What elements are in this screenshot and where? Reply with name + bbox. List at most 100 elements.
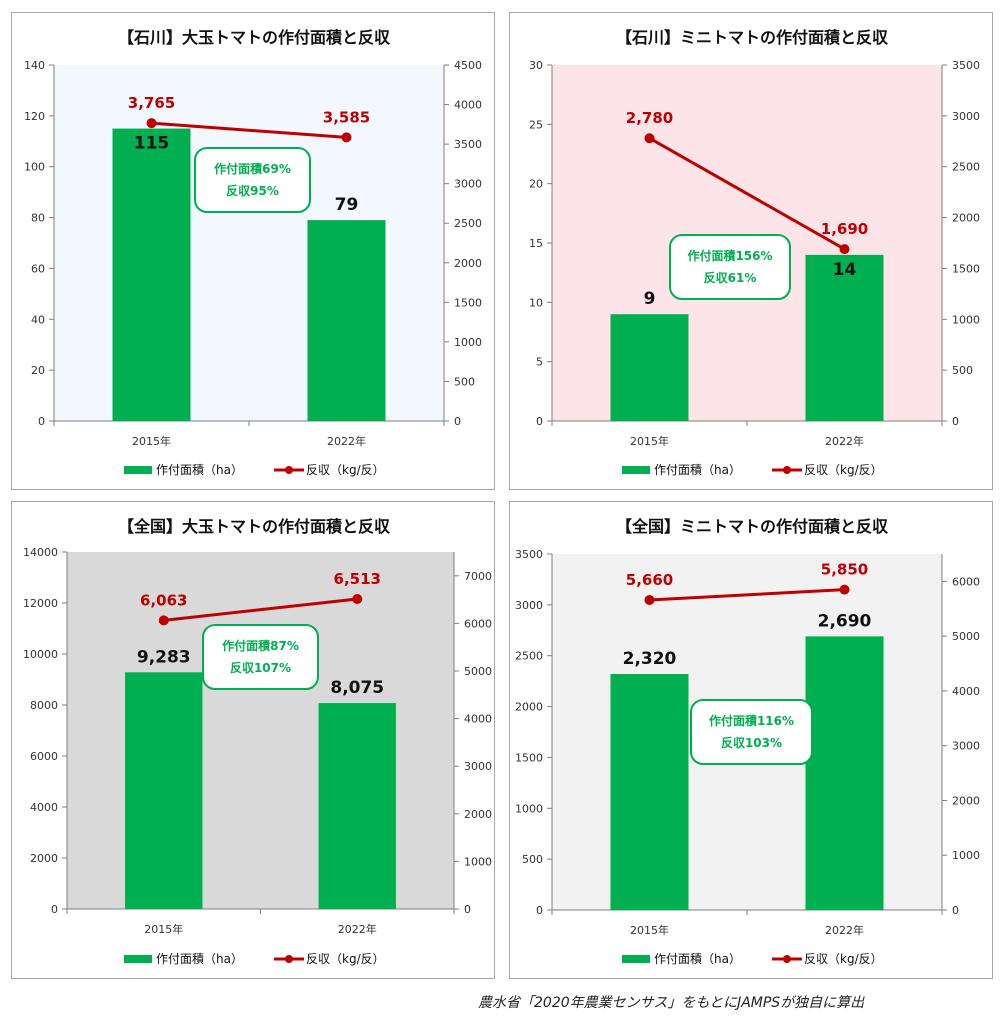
left-tick-label: 4000: [30, 801, 58, 814]
callout-line: 作付面積87%: [222, 638, 299, 653]
left-tick-label: 12000: [23, 597, 58, 610]
legend-line-marker: [783, 466, 791, 474]
x-category-label: 2022年: [825, 923, 864, 937]
right-tick-label: 6000: [464, 617, 492, 630]
left-tick-label: 40: [31, 313, 45, 326]
x-category-label: 2015年: [630, 434, 669, 448]
yield-point-2015年: [644, 595, 655, 606]
callout-line: 作付面積156%: [687, 248, 772, 263]
left-tick-label: 120: [24, 110, 45, 123]
left-tick-label: 500: [522, 853, 543, 866]
bar-value-label: 2,690: [818, 611, 872, 631]
source-note: 農水省「2020年農業センサス」をもとにJAMPSが独自に算出: [478, 995, 865, 1011]
right-tick-label: 1000: [952, 313, 980, 326]
right-tick-label: 3000: [454, 178, 482, 191]
right-tick-label: 2000: [454, 257, 482, 270]
yield-point-2022年: [839, 244, 850, 255]
bar-value-label: 9: [644, 289, 656, 309]
yield-point-2015年: [158, 615, 169, 626]
yield-value-label: 3,585: [323, 108, 370, 126]
right-tick-label: 5000: [464, 665, 492, 678]
bar-value-label: 14: [833, 260, 857, 280]
yield-point-2022年: [839, 584, 850, 595]
bar-2022年: [318, 703, 396, 909]
yield-point-2022年: [352, 593, 363, 604]
right-tick-label: 2000: [952, 794, 980, 807]
bar-2015年: [610, 674, 689, 910]
x-category-label: 2015年: [630, 923, 669, 937]
left-tick-label: 15: [529, 237, 543, 250]
chart-panel-ishikawa-large-tomato: 【石川】大玉トマトの作付面積と反収 0 20 40 60 80 100 120 140 0 500 1…: [11, 12, 495, 490]
right-tick-label: 1000: [952, 849, 980, 862]
callout-line: 作付面積116%: [709, 713, 794, 728]
chart-svg: 【全国】大玉トマトの作付面積と反収02000400060008000100001…: [23, 517, 492, 966]
right-tick-label: 0: [952, 415, 959, 428]
chart-panel-national-mini-tomato: 【全国】ミニトマトの作付面積と反収 0 500 1000 1500 2000 2500 300…: [509, 501, 993, 979]
change-callout: [194, 147, 311, 213]
bar-value-label: 115: [134, 134, 170, 154]
right-tick-label: 4000: [464, 713, 492, 726]
left-tick-label: 80: [31, 212, 45, 225]
yield-value-label: 5,660: [626, 571, 673, 589]
left-tick-label: 0: [536, 415, 543, 428]
yield-value-label: 3,765: [128, 94, 175, 112]
change-callout: [669, 234, 791, 300]
chart-title: 【全国】ミニトマトの作付面積と反収: [616, 517, 889, 536]
right-tick-label: 0: [952, 904, 959, 917]
left-tick-label: 2000: [515, 701, 543, 714]
left-tick-label: 25: [529, 118, 543, 131]
change-callout: [202, 624, 319, 690]
chart-svg: 【全国】ミニトマトの作付面積と反収 0 500 1000 1500 2000 2500 300…: [515, 517, 980, 966]
x-category-label: 2022年: [825, 434, 864, 448]
callout-line: 反収95%: [226, 183, 279, 198]
yield-line: [151, 121, 347, 139]
right-tick-label: 3500: [952, 59, 980, 72]
left-tick-label: 6000: [30, 750, 58, 763]
left-tick-label: 0: [536, 904, 543, 917]
yield-line: [648, 136, 846, 251]
yield-line: [649, 588, 845, 602]
bar-2022年: [805, 254, 884, 421]
left-tick-label: 8000: [30, 699, 58, 712]
left-tick-label: 10: [529, 296, 543, 309]
bar-2022年: [805, 636, 884, 910]
legend-bar-swatch: [124, 955, 152, 963]
right-tick-label: 0: [464, 903, 471, 916]
legend-line-label: 反収（kg/反）: [306, 463, 385, 477]
legend-bar-label: 作付面積（ha）: [156, 462, 243, 477]
chart-panel-national-large-tomato: 【全国】大玉トマトの作付面積と反収 0 2000 4000 6000 8000 10000 1…: [11, 501, 495, 979]
legend-line-label: 反収（kg/反）: [804, 952, 883, 966]
legend-bar-label: 作付面積（ha）: [654, 951, 741, 966]
legend-line-label: 反収（kg/反）: [804, 463, 883, 477]
right-tick-label: 4500: [454, 59, 482, 72]
chart-svg: 【石川】大玉トマトの作付面積と反収 0 20 40 60 80 100 120 140 0 500 1…: [24, 28, 482, 477]
bar-value-label: 2,320: [623, 649, 677, 669]
right-tick-label: 3000: [952, 110, 980, 123]
bar-value-label: 79: [335, 195, 359, 215]
x-category-label: 2022年: [327, 434, 366, 448]
legend-bar-label: 作付面積（ha）: [654, 462, 741, 477]
chart-svg: 【石川】ミニトマトの作付面積と反収 0 5 10 15 20 25 30 0 500 1000 150…: [529, 28, 980, 477]
callout-line: 反収103%: [721, 735, 782, 750]
x-category-label: 2022年: [338, 922, 377, 936]
left-tick-label: 1000: [515, 802, 543, 815]
yield-value-label: 5,850: [821, 561, 868, 579]
bar-value-label: 9,283: [137, 647, 191, 667]
left-tick-label: 100: [24, 161, 45, 174]
left-tick-label: 2500: [515, 650, 543, 663]
callout-line: 作付面積69%: [214, 161, 291, 176]
right-tick-label: 6000: [952, 575, 980, 588]
callout-line: 反収61%: [704, 270, 757, 285]
x-category-label: 2015年: [144, 922, 183, 936]
bar-value-label: 8,075: [330, 678, 384, 698]
left-tick-label: 5: [536, 356, 543, 369]
right-tick-label: 3000: [952, 740, 980, 753]
chart-panel-ishikawa-mini-tomato: 【石川】ミニトマトの作付面積と反収 0 5 10 15 20 25 30 0 500 1000 150…: [509, 12, 993, 490]
right-tick-label: 0: [454, 415, 461, 428]
yield-value-label: 6,063: [140, 591, 187, 609]
right-tick-label: 1000: [464, 855, 492, 868]
yield-line: [163, 597, 358, 622]
bar-2015年: [112, 128, 191, 422]
right-tick-label: 4000: [454, 99, 482, 112]
